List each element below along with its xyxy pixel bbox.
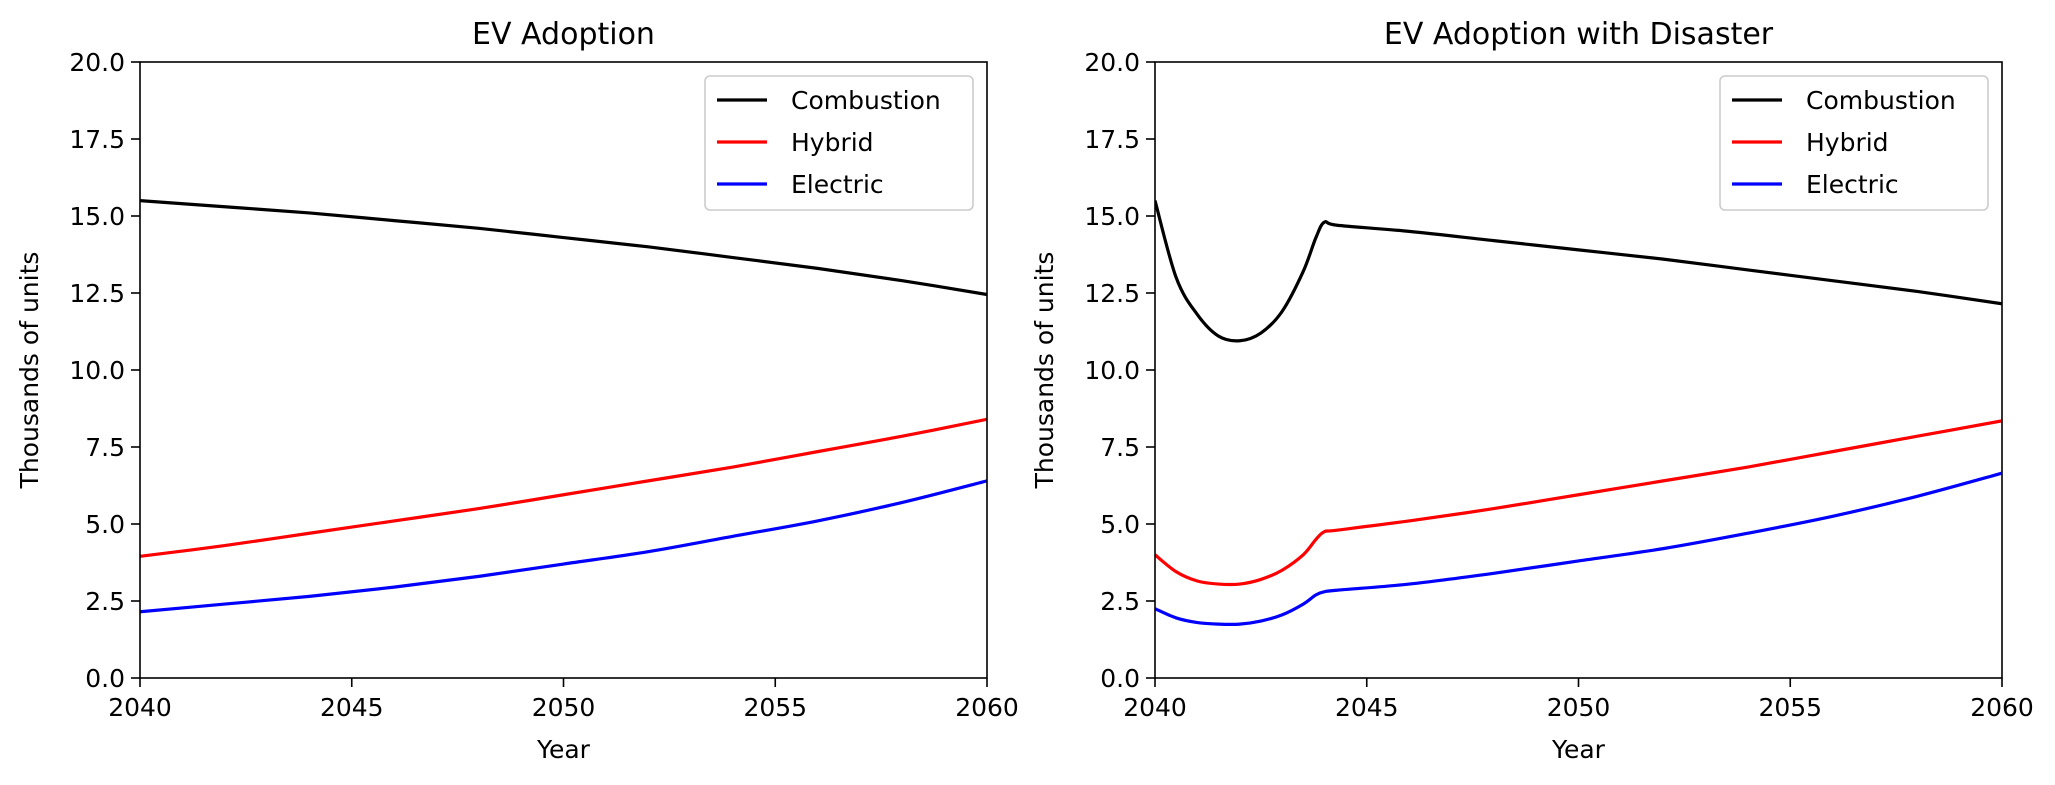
legend-label-electric: Electric <box>791 170 884 199</box>
x-tick-label: 2050 <box>532 693 596 722</box>
y-tick-label: 17.5 <box>69 125 125 154</box>
series-lines <box>140 199 987 614</box>
y-tick-label: 5.0 <box>85 510 125 539</box>
y-tick-label: 15.0 <box>1084 202 1140 231</box>
legend-label-hybrid: Hybrid <box>1806 128 1889 157</box>
y-tick-label: 20.0 <box>69 48 125 77</box>
y-tick-label: 2.5 <box>85 587 125 616</box>
series-line-hybrid <box>140 417 987 558</box>
y-tick-label: 20.0 <box>1084 48 1140 77</box>
y-tick-label: 17.5 <box>1084 125 1140 154</box>
y-tick-label: 15.0 <box>69 202 125 231</box>
y-tick-label: 7.5 <box>1100 433 1140 462</box>
x-tick-label: 2040 <box>108 693 172 722</box>
series-line-combustion <box>1155 200 2002 343</box>
legend-label-combustion: Combustion <box>1806 86 1956 115</box>
y-axis-label: Thousands of units <box>15 252 44 490</box>
x-axis-label: Year <box>536 735 591 764</box>
x-axis-label: Year <box>1551 735 1606 764</box>
y-axis-label: Thousands of units <box>1030 252 1059 490</box>
x-tick-label: 2045 <box>320 693 384 722</box>
x-tick-label: 2060 <box>955 693 1019 722</box>
series-line-electric <box>1155 471 2002 626</box>
x-tick-label: 2045 <box>1335 693 1399 722</box>
y-tick-label: 0.0 <box>1100 664 1140 693</box>
y-tick-label: 10.0 <box>69 356 125 385</box>
legend-box <box>704 75 974 211</box>
legend-label-hybrid: Hybrid <box>791 128 874 157</box>
chart-panel-2: EV Adoption with Disaster 2040 2045 2050 205… <box>1030 17 2034 764</box>
y-tick-label: 12.5 <box>1084 279 1140 308</box>
legend: Combustion Hybrid Electric <box>1719 75 1989 211</box>
x-tick-label: 2055 <box>743 693 807 722</box>
legend-label-combustion: Combustion <box>791 86 941 115</box>
series-line-electric <box>140 479 987 614</box>
x-tick-label: 2050 <box>1547 693 1611 722</box>
y-tick-label: 12.5 <box>69 279 125 308</box>
chart-title: EV Adoption <box>472 17 655 52</box>
legend-box <box>1719 75 1989 211</box>
series-lines <box>1155 200 2002 626</box>
chart-title: EV Adoption with Disaster <box>1384 17 1774 52</box>
y-tick-label: 7.5 <box>85 433 125 462</box>
x-tick-label: 2055 <box>1758 693 1822 722</box>
x-tick-label: 2040 <box>1123 693 1187 722</box>
series-line-hybrid <box>1155 419 2002 587</box>
series-line-combustion <box>140 199 987 297</box>
y-tick-label: 5.0 <box>1100 510 1140 539</box>
y-tick-label: 2.5 <box>1100 587 1140 616</box>
legend: Combustion Hybrid Electric <box>704 75 974 211</box>
x-tick-label: 2060 <box>1970 693 2034 722</box>
y-tick-label: 10.0 <box>1084 356 1140 385</box>
y-tick-label: 0.0 <box>85 664 125 693</box>
chart-panel-1: EV Adoption 2040 2045 2050 2055 2060 0.0 2.5 5.0… <box>15 17 1019 764</box>
legend-label-electric: Electric <box>1806 170 1899 199</box>
